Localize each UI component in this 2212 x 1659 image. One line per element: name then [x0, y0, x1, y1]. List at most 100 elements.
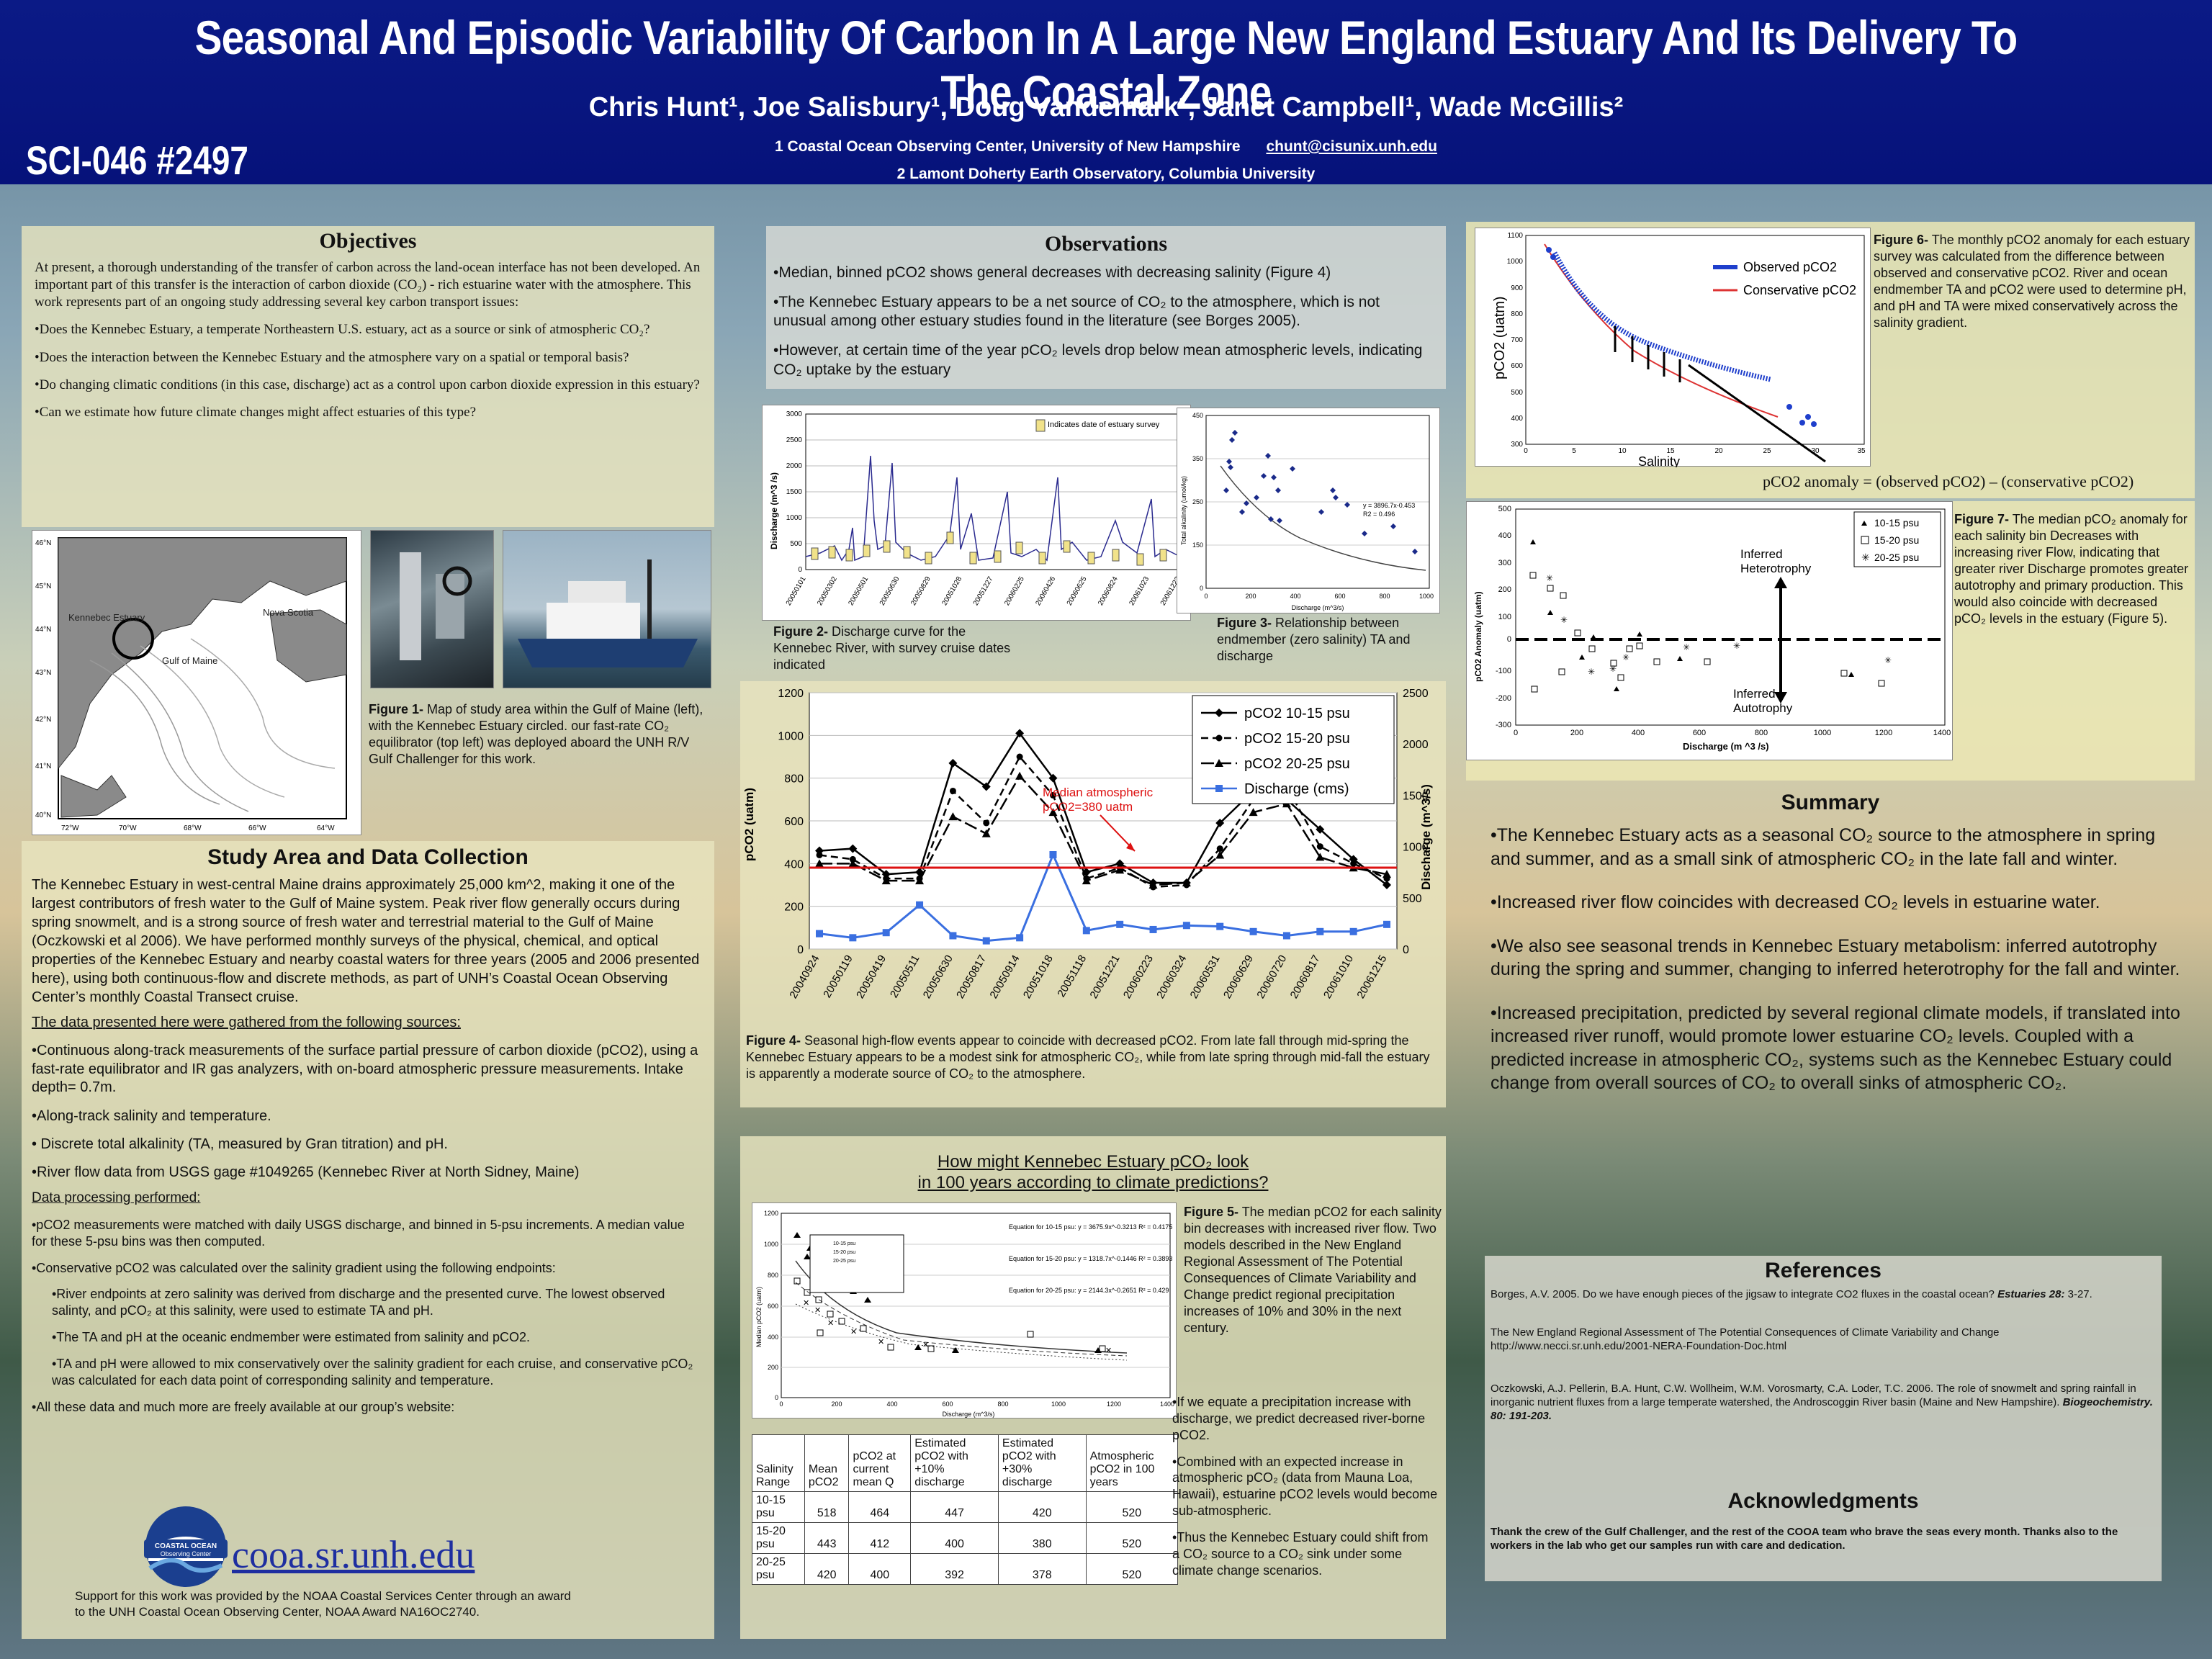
- table-cell: 380: [997, 1522, 1087, 1554]
- projection-table: Salinity Range Mean pCO2 pCO2 at current…: [752, 1434, 1179, 1585]
- table-header: Atmospheric pCO2 in 100 years: [1085, 1434, 1179, 1492]
- fig4-data-point: [948, 812, 958, 821]
- fig7-x-tick: 600: [1693, 729, 1706, 737]
- fig7-x-tick: 1000: [1814, 729, 1831, 737]
- fig4-data-point: [1049, 791, 1056, 799]
- objectives-panel: Objectives At present, a thorough unders…: [22, 226, 714, 527]
- fig3-caption: Figure 3- Relationship between endmember…: [1217, 615, 1440, 665]
- fig4-x-tick: 20050419: [854, 953, 889, 1001]
- fig4-y-tick: 1200: [778, 688, 804, 700]
- processing-item: •pCO2 measurements were matched with dai…: [32, 1217, 685, 1249]
- fig3-r2: R2 = 0.496: [1363, 511, 1395, 518]
- table-cell: 378: [997, 1553, 1087, 1585]
- observation-item: •Median, binned pCO2 shows general decre…: [773, 264, 1331, 281]
- fig5-equation: Equation for 15-20 psu: y = 1318.7x^-0.1…: [1009, 1255, 1172, 1262]
- fig6-y-label: pCO2 (uatm): [1492, 296, 1508, 379]
- fig4-data-point: [1316, 853, 1325, 861]
- fig6-x-tick: 10: [1618, 447, 1627, 455]
- lat-tick: 45°N: [35, 583, 51, 590]
- fig5-cross-marker: ✕: [878, 1338, 884, 1346]
- fig2-x-tick: 20050630: [878, 575, 902, 607]
- fig4-data-point: [881, 876, 891, 885]
- processing-item: •Conservative pCO2 was calculated over t…: [32, 1260, 556, 1275]
- fig3-x-tick: 600: [1334, 593, 1345, 600]
- fig7-x-tick: 0: [1514, 729, 1518, 737]
- fig4-data-point: [1316, 927, 1324, 935]
- fig3-y-tick: 350: [1192, 455, 1203, 462]
- references-heading: References: [1765, 1259, 1881, 1282]
- fig2-y-tick: 2000: [786, 462, 803, 470]
- fig1-caption-text: Map of study area within the Gulf of Mai…: [369, 702, 703, 767]
- fig7-y-tick: 400: [1498, 531, 1511, 540]
- fig3-x-tick: 200: [1245, 593, 1256, 600]
- table-cell: 15-20 psu: [752, 1522, 805, 1554]
- fig4-y2-tick: 0: [1403, 944, 1409, 956]
- fig2-x-tick: 20050501: [847, 575, 870, 607]
- fig4-annotation: Median atmospheric pCO2=380 uatm: [1043, 786, 1154, 814]
- fig4-legend-item: pCO2 10-15 psu: [1244, 706, 1350, 721]
- fig5-y-tick: 1000: [764, 1241, 778, 1248]
- fig5-x-tick: 1400: [1160, 1401, 1174, 1408]
- table-cell: 20-25 psu: [752, 1553, 805, 1585]
- website-link[interactable]: cooa.sr.unh.edu: [232, 1533, 475, 1576]
- fig7-y-tick: -200: [1496, 694, 1511, 703]
- fig4-data-point: [982, 937, 990, 945]
- fig4-data-point: [882, 929, 890, 937]
- reference-pages: 3-27.: [2064, 1288, 2092, 1300]
- contact-email-link[interactable]: chunt@cisunix.unh.edu: [1266, 138, 1437, 155]
- fig3-y-tick: 450: [1192, 412, 1203, 419]
- fig5-cross-marker: ✕: [850, 1328, 857, 1336]
- fig3-x-tick: 0: [1204, 593, 1208, 600]
- future-bullets: •If we equate a precipitation increase w…: [1172, 1394, 1439, 1579]
- fig5-caption-label: Figure 5-: [1184, 1205, 1239, 1219]
- fig4-data-point: [1082, 876, 1091, 885]
- lat-tick: 44°N: [35, 626, 51, 634]
- fig7-star-marker: ✳: [1546, 573, 1553, 583]
- fig6-caption-text: The monthly pCO2 anomaly for each estuar…: [1874, 233, 2190, 331]
- fig4-x-tick: 20040924: [787, 953, 822, 1001]
- fig4-caption: Figure 4- Seasonal high-flow events appe…: [746, 1033, 1437, 1082]
- lat-tick: 40°N: [35, 811, 51, 819]
- poster-header: Seasonal And Episodic Variability Of Car…: [0, 0, 2212, 184]
- fig7-x-label: Discharge (m ^3 /s): [1683, 741, 1769, 752]
- table-cell: 518: [804, 1491, 850, 1523]
- study-area-map: Kennebec Estuary Gulf of Maine Nova Scot…: [32, 530, 361, 835]
- reference-item: The New England Regional Assessment of T…: [1491, 1326, 2000, 1353]
- processing-heading: Data processing performed:: [32, 1190, 201, 1205]
- fig7-legend-item: 20-25 psu: [1874, 552, 1919, 563]
- fig2-x-tick: 20050302: [816, 575, 839, 607]
- fig7-y-tick: 100: [1498, 613, 1511, 621]
- fig6-y-tick: 300: [1511, 441, 1523, 449]
- table-cell: 420: [997, 1491, 1087, 1523]
- fig6-y-tick: 500: [1511, 389, 1523, 397]
- table-cell: 520: [1085, 1553, 1179, 1585]
- fig4-x-tick: 20060817: [1288, 953, 1323, 1001]
- fig2-x-tick: 20060625: [1066, 575, 1089, 607]
- fig4-data-point: [1048, 808, 1058, 817]
- fig4-data-point: [1082, 927, 1090, 935]
- fig4-data-point: [981, 782, 991, 791]
- fig5-cross-marker: ✕: [1105, 1346, 1112, 1355]
- summary-section: Summary •The Kennebec Estuary acts as a …: [1466, 786, 2195, 1233]
- fig5-x-tick: 400: [886, 1401, 897, 1408]
- fig5-y-tick: 400: [768, 1334, 778, 1341]
- references-panel: References Borges, A.V. 2005. Do we have…: [1485, 1256, 2162, 1581]
- fig6-x-label: Salinity: [1638, 454, 1680, 467]
- future-heading-line2: in 100 years according to climate predic…: [917, 1172, 1269, 1192]
- fig2-x-tick: 20060225: [1003, 575, 1026, 607]
- fig7-label-heterotrophy: Inferred Heterotrophy: [1740, 547, 1812, 575]
- fig5-x-tick: 200: [831, 1401, 842, 1408]
- objective-question: •Does the interaction between the Kenneb…: [35, 349, 629, 365]
- future-bullet: •Thus the Kennebec Estuary could shift f…: [1172, 1530, 1429, 1578]
- objective-question: •Do changing climatic conditions (in thi…: [35, 377, 700, 392]
- fig6-legend-conservative: Conservative pCO2: [1743, 283, 1856, 297]
- lat-tick: 41°N: [35, 763, 51, 770]
- fig4-data-point: [1215, 850, 1225, 859]
- table-cell: 420: [804, 1553, 850, 1585]
- fig7-y-tick: 0: [1507, 635, 1511, 644]
- summary-heading: Summary: [1781, 791, 1880, 814]
- objective-question: •Does the Kennebec Estuary, a temperate …: [35, 322, 650, 338]
- fig4-y2-tick: 1500: [1403, 790, 1429, 802]
- acknowledgments-heading: Acknowledgments: [1727, 1489, 1919, 1513]
- table-row: 10-15 psu 518 464 447 420 520: [752, 1491, 1179, 1523]
